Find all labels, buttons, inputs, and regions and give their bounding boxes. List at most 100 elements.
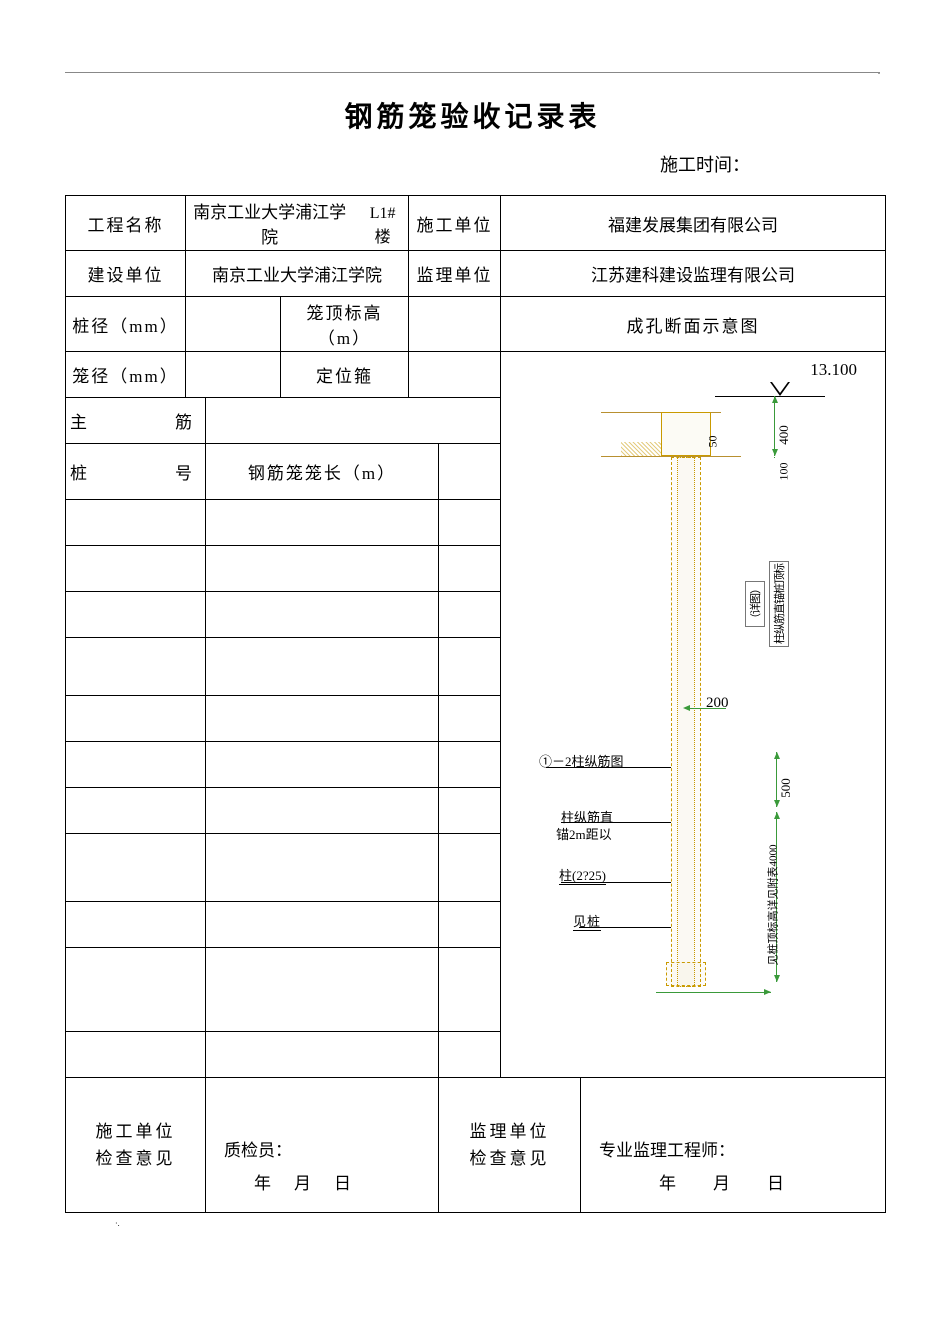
cap-block bbox=[661, 412, 711, 456]
ground-hatch bbox=[621, 442, 661, 456]
diagram-anno-4: 见桩 bbox=[573, 911, 601, 931]
dim400-arrow-bot bbox=[772, 449, 778, 456]
supervision-opinion-l2: 检查意见 bbox=[470, 1145, 550, 1172]
project-name-suffix: L1# 楼 bbox=[361, 205, 404, 247]
diagram-anno-1: ①－2柱纵筋图 bbox=[539, 751, 624, 770]
empty-cell bbox=[439, 902, 501, 948]
value-positioning-hoop bbox=[409, 352, 501, 398]
dim4000-arr-t bbox=[774, 812, 780, 819]
empty-cell bbox=[66, 1032, 206, 1078]
value-cage-len bbox=[439, 444, 501, 500]
diagram-vtext-1: （详图） bbox=[745, 581, 765, 627]
empty-cell bbox=[206, 638, 439, 696]
empty-cell bbox=[66, 742, 206, 788]
dim100-top bbox=[774, 457, 775, 458]
label-supervision-unit: 监理单位 bbox=[409, 251, 501, 297]
value-cage-top-elev bbox=[409, 297, 501, 352]
empty-cell bbox=[439, 638, 501, 696]
diagram-anno-2b: 锚2m距以 bbox=[556, 824, 612, 843]
empty-cell bbox=[66, 546, 206, 592]
dim400-arrow-top bbox=[772, 396, 778, 403]
empty-cell bbox=[206, 696, 439, 742]
empty-cell bbox=[206, 788, 439, 834]
page-title: 钢筋笼验收记录表 bbox=[65, 95, 880, 135]
construction-opinion-l1: 施工单位 bbox=[96, 1118, 176, 1145]
label-build-unit: 建设单位 bbox=[66, 251, 186, 297]
label-construction-unit: 施工单位 bbox=[409, 196, 501, 251]
empty-cell bbox=[206, 742, 439, 788]
project-name-main: 南京工业大学浦江学院 bbox=[190, 198, 349, 248]
dim-200: 200 bbox=[706, 695, 729, 712]
dim500-arrow-b bbox=[774, 800, 780, 807]
empty-cell bbox=[439, 788, 501, 834]
construction-opinion-l2: 检查意见 bbox=[96, 1145, 176, 1172]
elevation-marker-inner bbox=[772, 382, 788, 393]
empty-cell bbox=[66, 834, 206, 902]
value-build-unit: 南京工业大学浦江学院 bbox=[186, 251, 409, 297]
empty-cell bbox=[206, 1032, 439, 1078]
supervision-date: 年 月 日 bbox=[599, 1169, 869, 1194]
label-cage-top-elev: 笼顶标高（m） bbox=[281, 297, 409, 352]
dim-500: 500 bbox=[777, 778, 793, 798]
value-construction-unit: 福建发展集团有限公司 bbox=[501, 196, 886, 251]
empty-cell bbox=[206, 948, 439, 1032]
label-section-diagram: 成孔断面示意图 bbox=[501, 297, 886, 352]
empty-cell bbox=[439, 834, 501, 902]
label-project-name: 工程名称 bbox=[66, 196, 186, 251]
empty-cell bbox=[439, 948, 501, 1032]
supervision-engineer-label: 专业监理工程师： bbox=[599, 1136, 869, 1161]
empty-cell bbox=[439, 696, 501, 742]
empty-cell bbox=[206, 902, 439, 948]
dim-4000-note: 见桩顶标高详见附表4000 bbox=[765, 845, 781, 966]
empty-cell bbox=[206, 546, 439, 592]
dim-400: 400 bbox=[775, 425, 791, 445]
value-supervision-unit: 江苏建科建设监理有限公司 bbox=[501, 251, 886, 297]
label-pile-no: 桩 号 bbox=[66, 444, 206, 500]
construction-date: 年 月 日 bbox=[224, 1169, 422, 1194]
header-rule bbox=[65, 72, 880, 73]
pile-bottom-green-h bbox=[656, 992, 771, 993]
value-pile-dia bbox=[186, 297, 281, 352]
value-project-name: 南京工业大学浦江学院 L1# 楼 bbox=[186, 196, 409, 251]
empty-cell bbox=[66, 500, 206, 546]
construction-opinion-content: 质检员： 年 月 日 bbox=[206, 1078, 438, 1212]
pile-bottom-ring bbox=[666, 962, 706, 986]
empty-cell bbox=[66, 696, 206, 742]
empty-cell bbox=[206, 592, 439, 638]
diagram-anno-3: 柱(2?25) bbox=[559, 865, 606, 885]
dim4000-arr-b bbox=[774, 975, 780, 982]
empty-cell bbox=[206, 834, 439, 902]
empty-cell bbox=[66, 638, 206, 696]
footer-mark: ·. bbox=[115, 1219, 120, 1228]
section-diagram: 13.100 400 100 bbox=[501, 352, 885, 1077]
empty-cell bbox=[439, 1032, 501, 1078]
empty-cell bbox=[206, 500, 439, 546]
construction-time-label: 施工时间： bbox=[660, 151, 750, 177]
label-cage-len: 钢筋笼笼长（m） bbox=[206, 444, 439, 500]
empty-cell bbox=[66, 788, 206, 834]
pile-body-inner bbox=[677, 457, 695, 987]
value-cage-dia bbox=[186, 352, 281, 398]
label-cage-dia: 笼径（mm） bbox=[66, 352, 186, 398]
dim-100: 100 bbox=[777, 463, 792, 481]
inspection-table: 工程名称 南京工业大学浦江学院 L1# 楼 施工单位 福建发展集团有限公司 建设… bbox=[65, 195, 886, 1213]
supervision-opinion-label: 监理单位 检查意见 bbox=[439, 1078, 580, 1212]
dim500-arrow-t bbox=[774, 752, 780, 759]
supervision-opinion-content: 专业监理工程师： 年 月 日 bbox=[581, 1078, 885, 1212]
dim200-arrow bbox=[683, 705, 690, 711]
empty-cell bbox=[439, 500, 501, 546]
qc-inspector-label: 质检员： bbox=[224, 1136, 422, 1161]
label-main-bar: 主 筋 bbox=[66, 398, 206, 444]
cap-bottom-line bbox=[601, 456, 741, 457]
empty-cell bbox=[66, 948, 206, 1032]
label-pile-dia: 桩径（mm） bbox=[66, 297, 186, 352]
empty-cell bbox=[66, 592, 206, 638]
empty-cell bbox=[66, 902, 206, 948]
empty-cell bbox=[439, 546, 501, 592]
value-main-bar bbox=[206, 398, 501, 444]
header-dot: . bbox=[878, 67, 880, 76]
supervision-opinion-l1: 监理单位 bbox=[470, 1118, 550, 1145]
elevation-line bbox=[715, 396, 825, 397]
diagram-vtext-2: 柱纵筋直锚桩顶标 bbox=[769, 561, 789, 647]
construction-opinion-label: 施工单位 检查意见 bbox=[66, 1078, 205, 1212]
